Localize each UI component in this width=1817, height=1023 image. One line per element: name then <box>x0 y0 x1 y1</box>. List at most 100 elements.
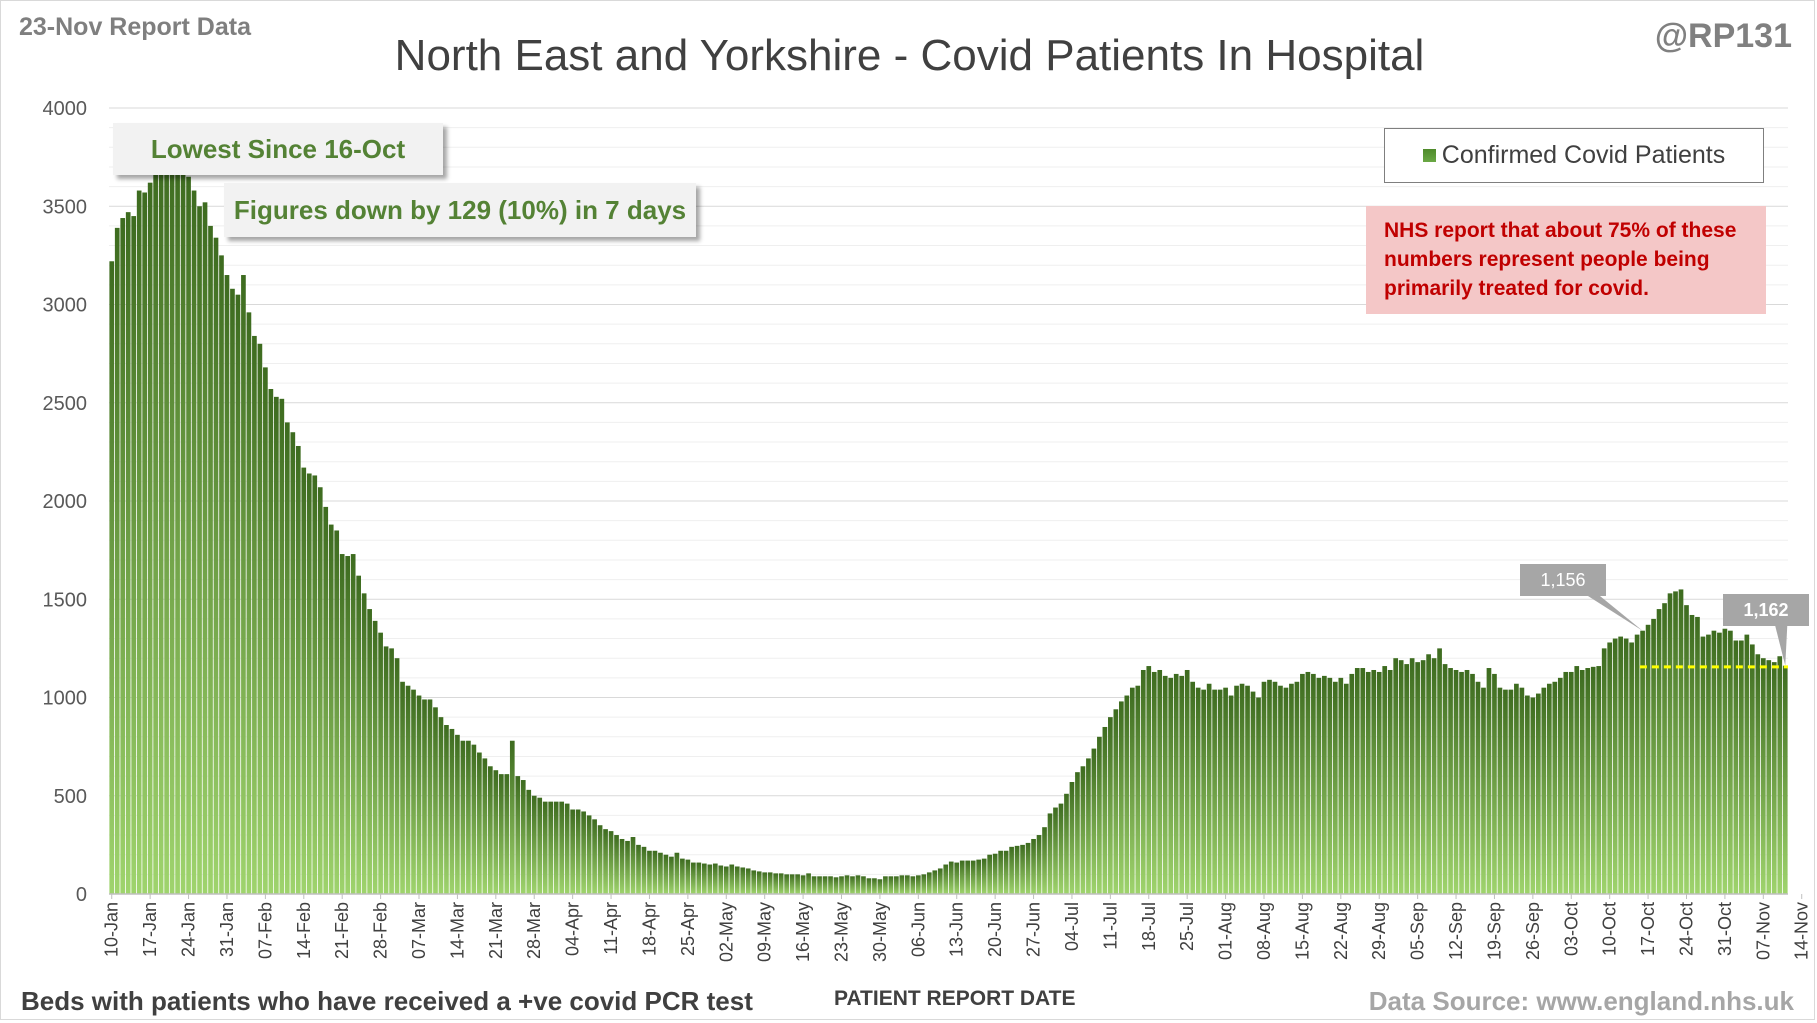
bar <box>1146 666 1152 894</box>
x-tick-label: 01-Aug <box>1216 902 1236 960</box>
bar <box>1508 689 1514 894</box>
bar <box>125 212 131 894</box>
bar <box>158 155 164 894</box>
bar <box>1102 726 1108 894</box>
bar <box>1700 636 1706 894</box>
bar <box>180 163 186 894</box>
bar <box>1673 591 1678 894</box>
bar <box>718 865 724 894</box>
x-tick-label: 04-Jul <box>1062 902 1082 951</box>
bar <box>372 620 378 894</box>
bar <box>422 699 427 894</box>
bar <box>1162 675 1168 894</box>
bar <box>1311 673 1316 894</box>
bar <box>334 530 340 894</box>
bar <box>647 850 652 894</box>
bar <box>1091 748 1097 894</box>
bar <box>1706 634 1711 894</box>
bar <box>433 707 438 894</box>
bar <box>839 876 844 894</box>
bar <box>1744 634 1750 894</box>
bar <box>290 432 296 894</box>
y-tick-label: 1000 <box>43 688 88 710</box>
y-tick-label: 4000 <box>43 98 88 120</box>
x-tick-label: 07-Feb <box>255 902 275 959</box>
bar <box>1717 632 1722 894</box>
x-tick-label: 23-May <box>832 902 852 962</box>
data-label-latest: 1,162 <box>1743 600 1788 620</box>
x-tick-label: 15-Aug <box>1292 902 1312 960</box>
x-tick-label: 21-Mar <box>486 902 506 959</box>
bar <box>822 876 828 894</box>
bar <box>1503 689 1508 894</box>
bar <box>921 874 927 894</box>
bar <box>493 770 499 894</box>
bar <box>1058 803 1064 894</box>
bar <box>197 206 202 894</box>
footer-description: Beds with patients who have received a +… <box>21 986 753 1016</box>
bar <box>795 874 800 894</box>
bar <box>1283 687 1289 894</box>
bar <box>487 766 493 894</box>
bar <box>883 876 888 894</box>
bar <box>1656 609 1662 894</box>
x-axis-title: PATIENT REPORT DATE <box>834 987 1076 1010</box>
bar <box>800 875 806 894</box>
bar <box>498 774 504 894</box>
bar <box>444 725 449 894</box>
bar <box>383 646 389 894</box>
bar <box>1053 807 1058 894</box>
bar <box>1678 589 1684 894</box>
bar <box>504 774 510 894</box>
bar <box>1579 669 1585 894</box>
bar <box>1431 658 1437 894</box>
bar <box>1667 593 1673 894</box>
bar <box>734 866 740 894</box>
x-tick-label: 27-Jun <box>1024 902 1044 957</box>
bar <box>263 367 268 894</box>
bar <box>1080 766 1086 894</box>
bar <box>553 801 559 894</box>
x-tick-label: 21-Feb <box>332 902 352 959</box>
bar <box>954 862 960 894</box>
bar <box>1289 683 1294 894</box>
bar <box>685 859 691 894</box>
bar <box>948 861 954 894</box>
y-tick-label: 500 <box>54 786 87 808</box>
bar <box>1760 658 1766 894</box>
bar <box>1590 666 1596 894</box>
bar <box>449 728 455 894</box>
bar <box>328 524 334 894</box>
bar <box>1338 677 1344 894</box>
bar <box>1157 669 1163 894</box>
bar <box>1365 671 1371 894</box>
bar <box>1415 662 1420 894</box>
x-tick-label: 08-Aug <box>1254 902 1274 960</box>
bar <box>817 876 822 894</box>
bar <box>1025 842 1031 894</box>
bar <box>784 874 789 894</box>
x-tick-label: 28-Mar <box>524 902 544 959</box>
bar <box>509 740 515 894</box>
bar <box>301 467 307 894</box>
bar <box>1585 668 1591 894</box>
x-tick-label: 31-Oct <box>1715 902 1735 956</box>
bar <box>691 862 696 894</box>
x-tick-label: 14-Mar <box>447 902 467 959</box>
bar <box>564 803 570 894</box>
bar <box>1118 701 1124 894</box>
bar <box>1651 618 1656 894</box>
bar <box>844 875 850 894</box>
x-tick-label: 14-Nov <box>1792 902 1812 960</box>
bar <box>1261 681 1267 894</box>
bar <box>636 844 641 894</box>
author-handle: @RP131 <box>1654 17 1792 55</box>
bar <box>416 695 422 894</box>
bar <box>959 860 965 894</box>
bar <box>888 876 894 894</box>
bar <box>1574 666 1580 894</box>
bar <box>1448 668 1453 894</box>
bar <box>455 734 460 894</box>
bar <box>789 874 795 894</box>
bar <box>542 801 548 894</box>
